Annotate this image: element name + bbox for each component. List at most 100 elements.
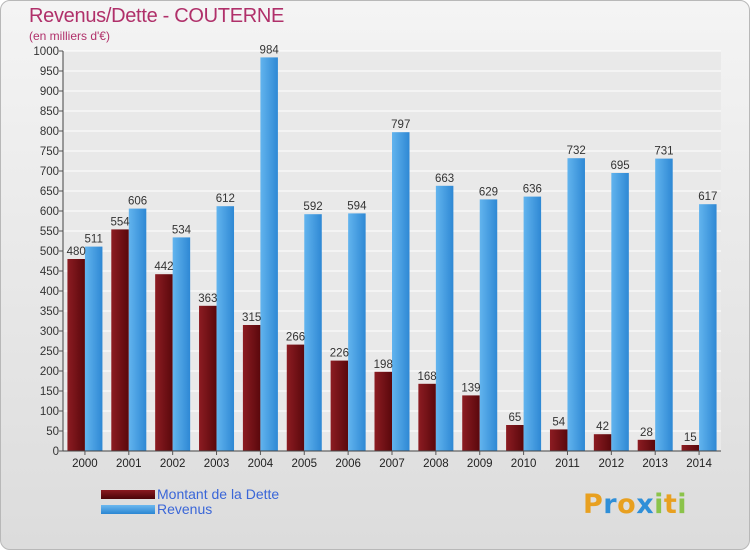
logo-letter: i [677,489,688,520]
y-tick-label: 500 [40,246,59,258]
y-tick-label: 600 [40,206,59,218]
y-tick-label: 400 [40,286,59,298]
bar-revenus [128,208,147,451]
x-tick-label: 2008 [423,458,449,470]
data-label-revenus: 606 [128,196,147,208]
y-tick-label: 800 [40,126,59,138]
bar-dette [506,425,524,451]
bar-dette [199,305,217,451]
data-label-dette: 226 [330,348,349,360]
legend-label-revenus: Revenus [157,501,213,517]
x-tick-label: 2014 [686,458,712,470]
x-tick-label: 2011 [555,458,580,470]
data-label-dette: 28 [640,427,653,439]
bar-dette [462,395,480,451]
data-label-revenus: 984 [260,44,280,56]
data-label-revenus: 663 [435,173,454,185]
data-label-revenus: 511 [85,234,103,246]
data-label-revenus: 592 [303,201,322,213]
bar-revenus [699,204,717,451]
bar-revenus [216,206,235,451]
bar-revenus [172,237,191,451]
x-tick-label: 2007 [379,458,405,470]
bar-dette [111,229,129,451]
y-tick-label: 450 [40,266,59,278]
y-tick-label: 300 [40,326,59,338]
data-label-revenus: 797 [391,119,410,131]
y-tick-label: 50 [46,426,59,438]
bar-revenus [392,132,410,451]
logo-letter: P [583,489,604,520]
y-tick-label: 1000 [33,46,59,58]
x-tick-label: 2006 [335,458,361,470]
y-tick-label: 350 [40,306,59,318]
data-label-revenus: 612 [216,193,235,205]
proxiti-logo: Proxiti [583,489,687,520]
x-tick-label: 2004 [248,458,274,470]
bar-revenus [523,196,542,451]
data-label-revenus: 695 [610,160,629,172]
logo-letter: o [617,489,637,520]
data-label-dette: 54 [552,416,565,428]
bar-dette [418,383,436,451]
data-label-revenus: 594 [347,200,367,212]
data-label-dette: 554 [110,216,130,228]
logo-letter: i [654,489,664,520]
bar-dette [681,445,700,451]
data-label-dette: 480 [67,246,86,258]
y-tick-label: 850 [40,106,59,118]
legend-swatch-dette [101,490,155,499]
data-label-revenus: 617 [698,191,717,203]
bar-dette [637,439,656,451]
bar-dette [67,259,85,451]
chart-subtitle: (en milliers d'€) [29,29,110,43]
data-label-dette: 15 [684,432,697,444]
bar-dette [330,360,349,451]
data-label-dette: 42 [596,421,609,433]
data-label-dette: 442 [154,261,173,273]
x-tick-label: 2013 [642,458,668,470]
x-tick-label: 2012 [599,458,625,470]
y-tick-label: 700 [40,166,59,178]
y-tick-label: 250 [40,346,59,358]
legend-label-dette: Montant de la Dette [157,486,280,502]
data-label-dette: 198 [374,359,393,371]
data-label-dette: 168 [418,371,437,383]
data-label-dette: 315 [242,312,261,324]
bar-revenus [567,158,585,451]
logo-letter: x [636,489,655,520]
y-tick-label: 650 [40,186,59,198]
bar-dette [593,434,612,451]
x-tick-label: 2009 [467,458,493,470]
y-tick-label: 900 [40,86,59,98]
bar-dette [286,344,305,451]
bar-revenus [84,246,103,451]
x-tick-label: 2001 [116,458,142,470]
bar-revenus [304,214,322,451]
data-label-dette: 139 [461,382,480,394]
x-tick-label: 2003 [204,458,230,470]
bar-revenus [611,173,629,451]
legend-swatch-revenus [101,505,155,514]
chart-legend: Montant de la Dette Revenus [101,487,279,517]
bar-revenus [655,158,673,451]
data-label-revenus: 731 [654,146,673,158]
data-label-dette: 65 [508,412,521,424]
bar-dette [242,325,261,451]
x-tick-label: 2000 [72,458,98,470]
bar-dette [549,429,568,451]
data-label-dette: 266 [286,332,305,344]
data-label-revenus: 534 [172,224,192,236]
y-tick-label: 100 [40,406,59,418]
data-label-revenus: 732 [567,145,586,157]
chart-title: Revenus/Dette - COUTERNE [29,5,285,27]
y-tick-label: 750 [40,146,59,158]
y-tick-label: 550 [40,226,59,238]
bar-dette [155,274,173,451]
bar-dette [374,371,392,451]
y-tick-label: 0 [53,446,59,458]
y-tick-label: 200 [40,366,59,378]
x-tick-label: 2010 [511,458,537,470]
